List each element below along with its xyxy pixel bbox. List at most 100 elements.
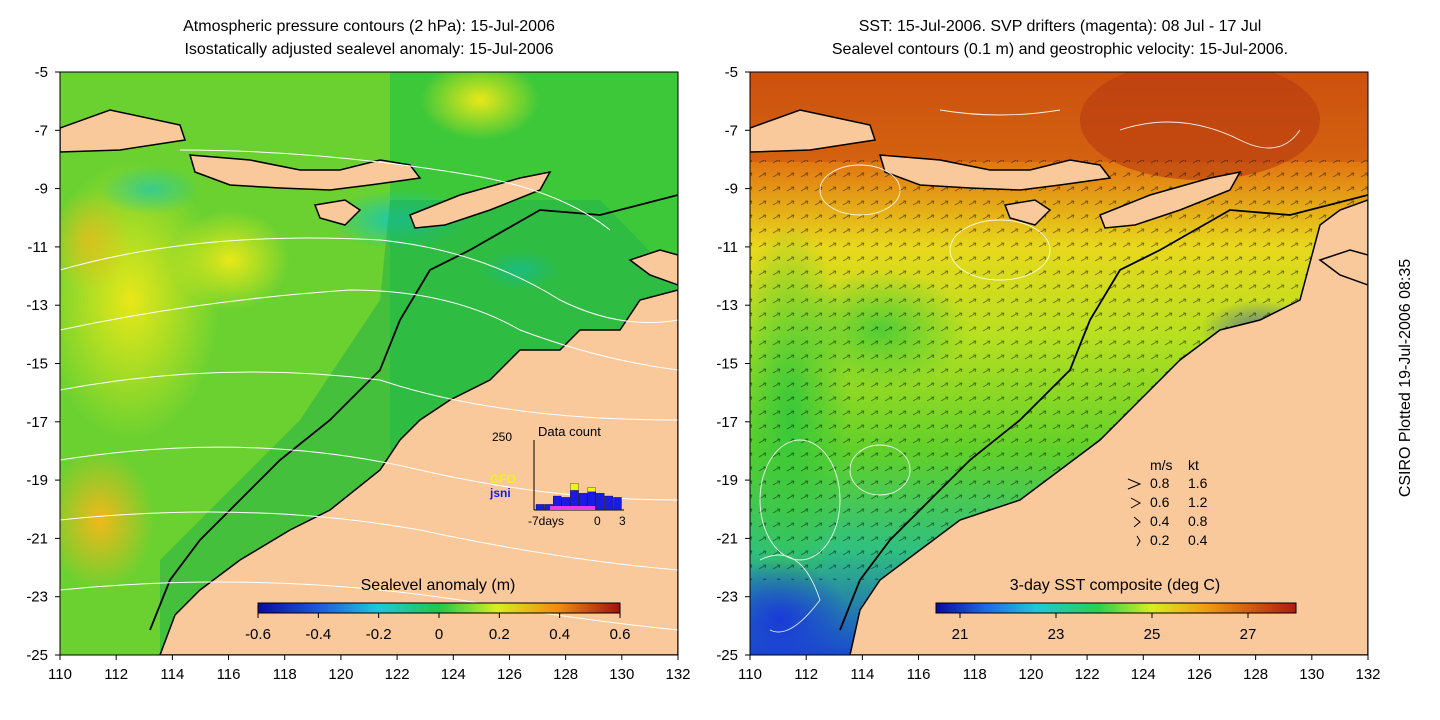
credit-label: CSIRO Plotted 19-Jul-2006 08:35: [1397, 258, 1414, 498]
right-cb-tick-23: 23: [1048, 626, 1065, 643]
right-xtick-124: 124: [1131, 666, 1156, 683]
speed-ms-0.2: 0.2: [1150, 532, 1170, 548]
left-ytick--11: -11: [27, 239, 48, 256]
right-ytick--23: -23: [716, 589, 738, 606]
left-ytick--23: -23: [26, 589, 48, 606]
speed-kt-1.6: 1.6: [1188, 475, 1208, 491]
right-ytick--5: -5: [725, 64, 738, 81]
speed-ms-0.6: 0.6: [1150, 494, 1170, 510]
new-guinea-coast: [628, 249, 678, 286]
australia-landmass: [159, 289, 678, 655]
right-ytick--7: -7: [725, 122, 738, 139]
left-cb-tick--0.6: -0.6: [245, 626, 271, 643]
right-xtick-120: 120: [1018, 666, 1043, 683]
left-xtick-118: 118: [273, 666, 297, 683]
data-count-inset: 250 Data count GFO jsni -7days 0 3: [489, 424, 626, 528]
left-cb-tick--0.4: -0.4: [305, 626, 331, 643]
left-ytick--5: -5: [35, 64, 48, 81]
left-title-line2: Isostatically adjusted sealevel anomaly:…: [184, 41, 554, 58]
speed-arrow-icon: [1127, 478, 1142, 490]
right-xtick-132: 132: [1355, 666, 1380, 683]
speed-legend-header-kt: kt: [1188, 457, 1199, 473]
right-ytick--9: -9: [725, 181, 738, 198]
left-ytick--13: -13: [26, 297, 48, 314]
right-title-line1: SST: 15-Jul-2006. SVP drifters (magenta)…: [858, 18, 1262, 35]
left-xtick-128: 128: [553, 666, 578, 683]
australia-landmass-sst: [849, 199, 1368, 655]
right-xtick-128: 128: [1243, 666, 1268, 683]
left-xtick-130: 130: [609, 666, 634, 683]
left-cb-tick-0: 0: [435, 626, 443, 643]
right-xtick-126: 126: [1187, 666, 1212, 683]
speed-legend: m/s kt 0.8 1.6 0.6 1.2 0.4 0.8 0.2 0.4: [1127, 457, 1208, 548]
inset-legend-jsni: jsni: [489, 486, 511, 500]
left-ytick--25: -25: [26, 647, 48, 664]
timor-island-sst: [1099, 170, 1242, 229]
speed-legend-header-ms: m/s: [1150, 457, 1173, 473]
right-cb-tick-27: 27: [1240, 626, 1257, 643]
right-xtick-116: 116: [907, 666, 931, 683]
inset-bar-jsni: [604, 495, 614, 511]
left-xtick-124: 124: [441, 666, 466, 683]
left-xtick-132: 132: [665, 666, 690, 683]
inset-xtick-start: -7days: [528, 514, 564, 528]
right-ytick--21: -21: [716, 530, 738, 547]
right-ytick--19: -19: [716, 472, 738, 489]
speed-kt-1.2: 1.2: [1188, 494, 1208, 510]
left-ytick--19: -19: [26, 472, 48, 489]
sumba-island: [313, 199, 362, 226]
left-ytick--21: -21: [26, 530, 48, 547]
speed-kt-0.8: 0.8: [1188, 513, 1208, 529]
inset-title: Data count: [538, 424, 601, 439]
inset-bar-jsni: [535, 504, 545, 511]
speed-ms-0.8: 0.8: [1150, 475, 1170, 491]
sealevel-anomaly-map: 110 112 114 116 118 120 122 124 126 128 130 132 -5 -…: [26, 64, 690, 683]
lesser-sunda-islands: [188, 154, 422, 191]
right-cb-tick-21: 21: [952, 626, 969, 643]
left-xtick-114: 114: [160, 666, 184, 683]
inset-count-label: 250: [492, 430, 512, 444]
left-ytick--9: -9: [35, 181, 48, 198]
left-xtick-120: 120: [328, 666, 353, 683]
left-ytick--7: -7: [35, 122, 48, 139]
left-xtick-116: 116: [217, 666, 241, 683]
right-xtick-118: 118: [963, 666, 987, 683]
left-xtick-112: 112: [104, 666, 128, 683]
left-ytick--15: -15: [26, 356, 48, 373]
left-cb-tick-0.6: 0.6: [610, 626, 631, 643]
inset-xtick-three: 3: [619, 514, 626, 528]
speed-kt-0.4: 0.4: [1188, 532, 1208, 548]
inset-bar-jsni: [613, 497, 622, 511]
left-ytick--17: -17: [26, 414, 48, 431]
speed-arrow-icon: [1130, 497, 1142, 509]
right-ytick--11: -11: [717, 239, 738, 256]
right-ytick--13: -13: [716, 297, 738, 314]
right-colorbar: [935, 602, 1297, 614]
timor-island: [409, 170, 552, 229]
inset-bar-jsni: [596, 493, 605, 511]
right-ytick--17: -17: [716, 414, 738, 431]
inset-xtick-zero: 0: [594, 514, 601, 528]
right-xtick-122: 122: [1075, 666, 1100, 683]
java-island: [60, 109, 186, 153]
right-ytick--25: -25: [716, 647, 738, 664]
speed-arrow-icon: [1136, 535, 1141, 547]
left-xtick-110: 110: [48, 666, 72, 683]
left-cb-tick-0.4: 0.4: [549, 626, 570, 643]
right-title-line2: Sealevel contours (0.1 m) and geostrophi…: [831, 41, 1289, 58]
right-xtick-112: 112: [794, 666, 818, 683]
java-island-sst: [750, 109, 876, 153]
left-cb-tick-0.2: 0.2: [489, 626, 510, 643]
left-cb-tick--0.2: -0.2: [366, 626, 392, 643]
left-colorbar-label: Sealevel anomaly (m): [361, 577, 516, 594]
right-ytick--15: -15: [716, 356, 738, 373]
left-title-line1: Atmospheric pressure contours (2 hPa): 1…: [183, 18, 555, 35]
right-colorbar-label: 3-day SST composite (deg C): [1010, 577, 1220, 594]
speed-arrow-icon: [1133, 516, 1141, 528]
new-guinea-coast-sst: [1318, 249, 1368, 286]
right-xtick-110: 110: [738, 666, 762, 683]
inset-legend-gfo: GFO: [490, 472, 516, 486]
right-xtick-130: 130: [1299, 666, 1324, 683]
lesser-sunda-islands-sst: [878, 154, 1112, 191]
